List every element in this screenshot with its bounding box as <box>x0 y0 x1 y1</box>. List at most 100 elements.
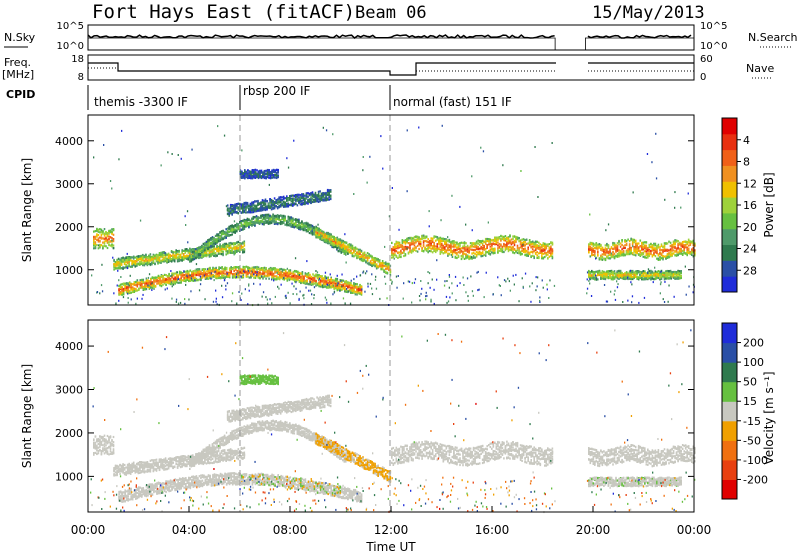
range-cell <box>190 256 193 259</box>
range-cell <box>300 278 302 281</box>
range-cell <box>472 242 475 245</box>
range-cell <box>139 286 142 289</box>
range-cell <box>342 250 344 253</box>
range-cell <box>142 255 144 258</box>
range-cell <box>154 279 157 283</box>
range-cell <box>255 220 258 223</box>
range-cell <box>351 285 354 288</box>
range-cell <box>172 259 174 262</box>
range-cell <box>298 223 300 226</box>
range-cell <box>334 277 337 280</box>
range-cell <box>245 274 248 277</box>
range-cell <box>230 266 232 269</box>
range-cell <box>244 270 246 274</box>
range-cell <box>235 273 237 276</box>
range-cell <box>354 286 357 289</box>
range-cell <box>386 271 389 274</box>
range-cell <box>305 222 308 225</box>
range-cell <box>348 246 351 249</box>
range-cell <box>189 248 191 251</box>
range-cell <box>237 240 240 243</box>
range-cell <box>325 191 327 195</box>
range-cell <box>457 255 460 259</box>
range-cell <box>142 262 144 265</box>
range-cell <box>184 255 187 258</box>
range-cell <box>302 193 305 196</box>
freq-label-2: [MHz] <box>2 68 34 81</box>
range-cell <box>205 251 208 254</box>
range-cell <box>119 267 121 270</box>
range-cell <box>151 263 153 266</box>
range-cell <box>170 260 173 263</box>
range-cell <box>246 203 249 206</box>
range-cell <box>209 269 211 272</box>
range-cell <box>189 278 192 281</box>
range-cell <box>339 250 341 253</box>
range-cell <box>154 256 156 259</box>
range-cell <box>113 265 115 268</box>
range-cell <box>105 231 107 234</box>
range-cell <box>113 268 115 271</box>
range-cell <box>316 231 319 234</box>
range-cell <box>226 245 229 249</box>
range-cell <box>460 250 463 253</box>
range-cell <box>105 237 107 240</box>
range-cell <box>225 275 228 278</box>
range-cell <box>130 284 132 287</box>
range-cell <box>231 267 234 271</box>
range-cell <box>169 277 172 280</box>
range-cell <box>297 278 299 281</box>
range-cell <box>183 277 185 280</box>
range-cell <box>341 248 343 251</box>
range-cell <box>330 236 332 239</box>
range-cell <box>188 279 190 283</box>
range-cell <box>251 269 254 272</box>
range-cell <box>134 263 137 267</box>
range-cell <box>141 280 143 283</box>
range-cell <box>172 256 174 259</box>
range-cell <box>221 267 223 270</box>
range-cell <box>94 237 97 241</box>
range-cell <box>394 250 396 253</box>
range-cell <box>450 244 452 248</box>
range-cell <box>270 201 273 204</box>
range-cell <box>269 222 271 225</box>
range-cell <box>270 216 273 219</box>
range-cell <box>224 276 226 279</box>
range-cell <box>350 289 352 292</box>
range-cell <box>481 244 484 247</box>
nsearch-tick-bottom: 10^0 <box>700 41 727 52</box>
range-cell <box>392 256 395 259</box>
range-cell <box>280 270 282 273</box>
range-cell <box>190 260 193 263</box>
range-cell <box>263 223 265 226</box>
range-cell <box>307 192 309 195</box>
range-cell <box>112 244 115 247</box>
range-cell <box>439 243 442 246</box>
range-cell <box>412 249 414 252</box>
range-cell <box>360 254 363 258</box>
range-cell <box>341 281 343 284</box>
range-cell <box>145 277 148 280</box>
range-cell <box>289 272 292 275</box>
range-cell <box>126 265 129 268</box>
range-cell <box>313 228 315 232</box>
range-cell <box>368 262 370 265</box>
range-cell <box>99 245 101 248</box>
range-cell <box>433 244 435 247</box>
range-cell <box>100 229 103 232</box>
range-cell <box>276 207 279 210</box>
range-cell <box>132 264 135 267</box>
range-cell <box>163 282 166 285</box>
range-cell <box>225 233 227 236</box>
range-cell <box>228 210 230 214</box>
range-cell <box>216 276 219 279</box>
range-cell <box>176 253 179 256</box>
range-cell <box>309 277 311 280</box>
range-cell <box>333 281 335 284</box>
range-cell <box>398 251 401 254</box>
range-cell <box>266 272 269 275</box>
range-cell <box>383 264 385 268</box>
range-cell <box>212 270 214 273</box>
range-cell <box>418 242 420 245</box>
